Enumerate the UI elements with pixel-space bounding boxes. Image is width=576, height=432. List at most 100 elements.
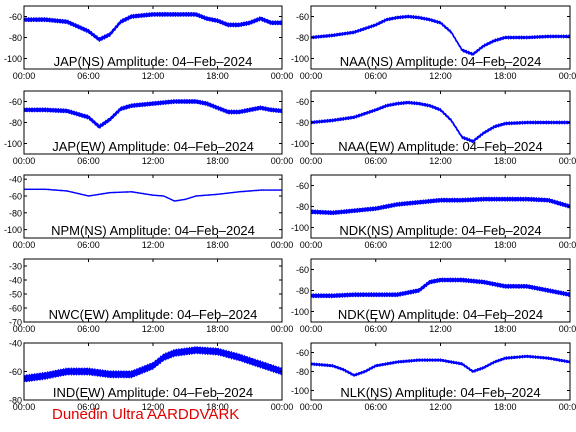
series-line-8 bbox=[23, 349, 283, 380]
chart-panel-5: -60 -80 -100 00:00 06:00 12:00 18:00 00:00 NDK(N… bbox=[291, 174, 576, 250]
x-tick-label: 00:00 bbox=[559, 324, 576, 334]
y-tick-label: -40 bbox=[9, 175, 22, 185]
x-tick-label: 12:00 bbox=[142, 324, 165, 334]
x-tick-label: 12:00 bbox=[429, 324, 452, 334]
panel-title: NLK(NS) Amplitude: 04–Feb–2024 bbox=[340, 385, 540, 400]
series-band-5 bbox=[311, 196, 570, 216]
x-tick-label: 06:00 bbox=[364, 71, 387, 81]
panel-title: JAP(NS) Amplitude: 04–Feb–2024 bbox=[54, 54, 253, 69]
x-tick-label: 00:00 bbox=[300, 71, 323, 81]
x-tick-label: 18:00 bbox=[206, 402, 229, 412]
series-line-5 bbox=[311, 198, 571, 214]
series-band-9 bbox=[311, 354, 570, 377]
y-tick-label: -100 bbox=[291, 54, 309, 64]
x-tick-label: 00:00 bbox=[300, 402, 323, 412]
x-tick-label: 00:00 bbox=[13, 156, 36, 166]
y-tick-label: -80 bbox=[9, 33, 22, 43]
x-tick-label: 00:00 bbox=[271, 324, 294, 334]
x-tick-label: 12:00 bbox=[429, 240, 452, 250]
x-tick-label: 18:00 bbox=[494, 156, 517, 166]
y-tick-label: -80 bbox=[9, 118, 22, 128]
x-tick-label: 06:00 bbox=[364, 402, 387, 412]
x-tick-label: 00:00 bbox=[13, 324, 36, 334]
panel-title: NDK(EW) Amplitude: 04–Feb–2024 bbox=[338, 307, 543, 322]
series-line-4 bbox=[24, 188, 282, 202]
y-tick-label: -60 bbox=[9, 97, 22, 107]
y-tick-label: -60 bbox=[296, 265, 309, 275]
x-tick-label: 12:00 bbox=[429, 156, 452, 166]
panel-title: NAA(NS) Amplitude: 04–Feb–2024 bbox=[340, 54, 542, 69]
series-line-0 bbox=[24, 13, 282, 41]
y-tick-label: -40 bbox=[9, 276, 22, 286]
panel-title: NAA(EW) Amplitude: 04–Feb–2024 bbox=[338, 139, 543, 154]
x-tick-label: 06:00 bbox=[77, 71, 100, 81]
y-tick-label: -40 bbox=[9, 339, 22, 349]
y-tick-label: -80 bbox=[9, 208, 22, 218]
x-tick-label: 00:00 bbox=[271, 240, 294, 250]
series-line-2 bbox=[24, 100, 283, 128]
x-tick-label: 18:00 bbox=[494, 402, 517, 412]
y-tick-label: -100 bbox=[291, 139, 309, 149]
series-band-7 bbox=[311, 277, 570, 299]
x-tick-label: 06:00 bbox=[364, 324, 387, 334]
x-tick-label: 18:00 bbox=[494, 240, 517, 250]
series-band-2 bbox=[24, 98, 282, 129]
x-tick-label: 00:00 bbox=[271, 402, 294, 412]
series-line-1 bbox=[310, 15, 570, 56]
y-tick-label: -100 bbox=[291, 223, 309, 233]
x-tick-label: 00:00 bbox=[13, 240, 36, 250]
x-tick-label: 12:00 bbox=[142, 156, 165, 166]
x-tick-label: 18:00 bbox=[494, 71, 517, 81]
series-line-7 bbox=[311, 279, 571, 297]
y-tick-label: -80 bbox=[296, 286, 309, 296]
panel-title: NPM(NS) Amplitude: 04–Feb–2024 bbox=[51, 223, 255, 238]
x-tick-label: 00:00 bbox=[271, 71, 294, 81]
y-tick-label: -80 bbox=[296, 367, 309, 377]
x-tick-label: 18:00 bbox=[206, 71, 229, 81]
chart-panel-2: -60 -80 -100 00:00 06:00 12:00 18:00 00:00 JAP(E… bbox=[4, 90, 294, 166]
y-tick-label: -60 bbox=[296, 12, 309, 22]
x-tick-label: 00:00 bbox=[559, 71, 576, 81]
y-tick-label: -100 bbox=[291, 386, 309, 396]
y-tick-label: -70 bbox=[9, 318, 22, 328]
y-tick-label: -60 bbox=[9, 12, 22, 22]
x-tick-label: 18:00 bbox=[206, 156, 229, 166]
x-tick-label: 00:00 bbox=[13, 402, 36, 412]
x-tick-label: 06:00 bbox=[77, 156, 100, 166]
y-tick-label: -60 bbox=[296, 181, 309, 191]
series-band-1 bbox=[311, 14, 570, 56]
x-tick-label: 12:00 bbox=[142, 402, 165, 412]
x-tick-label: 18:00 bbox=[206, 324, 229, 334]
footer-label: Dunedin Ultra AARDDVARK bbox=[52, 406, 240, 423]
y-tick-label: -60 bbox=[9, 367, 22, 377]
x-tick-label: 00:00 bbox=[300, 324, 323, 334]
x-tick-label: 00:00 bbox=[559, 402, 576, 412]
y-tick-label: -60 bbox=[296, 348, 309, 358]
chart-panel-3: -60 -80 -100 00:00 06:00 12:00 18:00 00:00 NAA(E… bbox=[291, 90, 576, 166]
y-tick-label: -80 bbox=[296, 33, 309, 43]
series-band-8 bbox=[24, 345, 282, 383]
x-tick-label: 00:00 bbox=[271, 156, 294, 166]
x-tick-label: 12:00 bbox=[429, 71, 452, 81]
y-tick-label: -30 bbox=[9, 262, 22, 272]
y-tick-label: -100 bbox=[4, 225, 22, 235]
y-tick-label: -60 bbox=[296, 97, 309, 107]
panel-title: NWC(EW) Amplitude: 04–Feb–2024 bbox=[49, 307, 258, 322]
x-tick-label: 00:00 bbox=[559, 156, 576, 166]
x-tick-label: 06:00 bbox=[364, 156, 387, 166]
y-tick-label: -100 bbox=[4, 54, 22, 64]
x-tick-label: 18:00 bbox=[494, 324, 517, 334]
y-tick-label: -60 bbox=[9, 304, 22, 314]
x-tick-label: 12:00 bbox=[142, 240, 165, 250]
x-tick-label: 00:00 bbox=[13, 71, 36, 81]
y-tick-label: -50 bbox=[9, 290, 22, 300]
y-tick-label: -80 bbox=[296, 118, 309, 128]
y-tick-label: -100 bbox=[291, 307, 309, 317]
series-line-9 bbox=[310, 355, 571, 377]
chart-panel-1: -60 -80 -100 00:00 06:00 12:00 18:00 00:00 NAA(N… bbox=[291, 5, 576, 81]
chart-panel-4: -40 -60 -80 -100 00:00 06:00 12:00 18:00 00:00 NP… bbox=[4, 174, 294, 250]
y-tick-label: -100 bbox=[4, 139, 22, 149]
